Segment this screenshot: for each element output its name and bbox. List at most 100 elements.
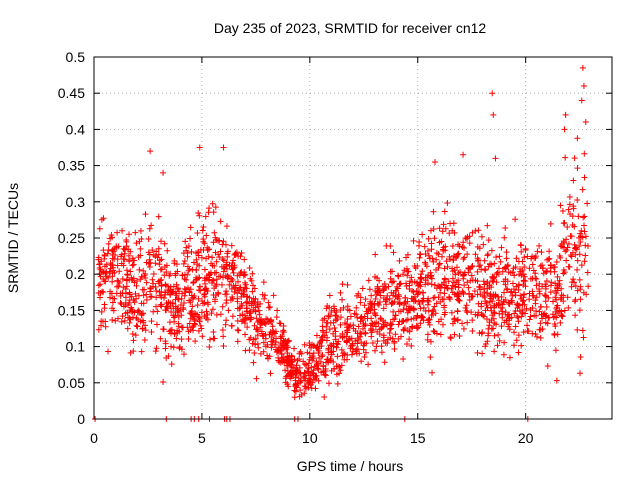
data-point	[205, 253, 212, 260]
data-point	[320, 363, 327, 370]
data-point	[129, 255, 136, 262]
data-point	[293, 369, 300, 376]
data-point	[514, 314, 521, 321]
data-point	[164, 305, 171, 312]
data-point	[216, 237, 223, 244]
data-point	[200, 223, 207, 230]
data-point	[424, 247, 431, 254]
data-point	[292, 388, 299, 395]
data-point	[337, 367, 344, 374]
data-point	[419, 313, 426, 320]
data-point	[419, 268, 426, 275]
data-point	[291, 345, 298, 352]
data-point	[147, 259, 154, 266]
data-point	[451, 316, 458, 323]
data-point	[168, 361, 175, 368]
data-point	[124, 325, 131, 332]
data-point	[123, 277, 130, 284]
data-point	[179, 324, 186, 331]
data-point	[337, 306, 344, 313]
data-point	[372, 273, 379, 280]
data-point	[234, 338, 241, 345]
data-point	[576, 276, 583, 283]
data-point	[157, 238, 164, 245]
data-point	[174, 329, 181, 336]
data-point	[420, 289, 427, 296]
data-point	[447, 335, 454, 342]
data-point	[478, 311, 485, 318]
data-point	[392, 312, 399, 319]
data-point	[352, 337, 359, 344]
data-point	[419, 297, 426, 304]
data-point	[174, 268, 181, 275]
data-point	[486, 260, 493, 267]
data-point	[95, 254, 102, 261]
data-point	[572, 245, 579, 252]
data-point	[182, 238, 189, 245]
data-point	[194, 275, 201, 282]
data-point	[517, 292, 524, 299]
data-point	[203, 308, 210, 315]
data-point	[495, 301, 502, 308]
data-point	[429, 308, 436, 315]
data-point	[256, 307, 263, 314]
data-point	[481, 266, 488, 273]
data-point	[179, 272, 186, 279]
data-point	[284, 367, 291, 374]
data-point	[337, 314, 344, 321]
data-point	[200, 238, 207, 245]
data-point	[502, 265, 509, 272]
data-point	[501, 289, 508, 296]
data-point	[580, 214, 587, 221]
data-point	[178, 312, 185, 319]
data-point	[140, 292, 147, 299]
data-point	[187, 224, 194, 231]
data-point	[451, 279, 458, 286]
data-point	[147, 288, 154, 295]
data-point	[109, 316, 116, 323]
data-point	[252, 341, 259, 348]
data-point	[493, 279, 500, 286]
data-point	[488, 307, 495, 314]
data-point	[430, 307, 437, 314]
data-point	[231, 289, 238, 296]
data-point	[235, 253, 242, 260]
data-point	[425, 307, 432, 314]
data-point	[194, 229, 201, 236]
data-point	[319, 333, 326, 340]
data-point	[368, 292, 375, 299]
data-point	[202, 285, 209, 292]
data-point	[376, 326, 383, 333]
data-point	[547, 261, 554, 268]
data-point	[468, 272, 475, 279]
data-point	[98, 258, 105, 265]
data-point	[372, 323, 379, 330]
data-point	[101, 305, 108, 312]
data-point	[547, 289, 554, 296]
data-point	[190, 314, 197, 321]
data-point	[181, 258, 188, 265]
data-point	[518, 248, 525, 255]
data-point	[331, 325, 338, 332]
data-point	[509, 299, 516, 306]
data-point	[365, 361, 372, 368]
data-point	[483, 315, 490, 322]
data-point	[388, 278, 395, 285]
data-point	[564, 223, 571, 230]
data-point	[437, 289, 444, 296]
data-point	[495, 265, 502, 272]
data-point	[492, 155, 499, 162]
data-point	[467, 277, 474, 284]
data-point	[343, 333, 350, 340]
data-point	[392, 331, 399, 338]
data-point	[438, 253, 445, 260]
data-point	[143, 296, 150, 303]
data-point	[326, 292, 333, 299]
data-point	[417, 320, 424, 327]
data-point	[291, 356, 298, 363]
data-point	[426, 316, 433, 323]
data-point	[152, 284, 159, 291]
data-point	[390, 292, 397, 299]
y-tick-label: 0.45	[58, 85, 85, 101]
data-point	[406, 328, 413, 335]
